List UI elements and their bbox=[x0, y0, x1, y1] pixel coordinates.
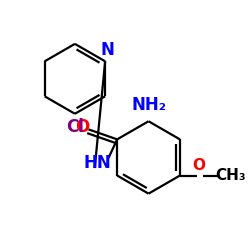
Text: O: O bbox=[192, 158, 205, 173]
Text: CH₃: CH₃ bbox=[216, 168, 246, 183]
Text: NH₂: NH₂ bbox=[131, 96, 166, 114]
Text: HN: HN bbox=[83, 154, 111, 172]
Text: O: O bbox=[75, 118, 89, 136]
Text: Cl: Cl bbox=[66, 118, 84, 136]
Text: N: N bbox=[101, 41, 114, 59]
